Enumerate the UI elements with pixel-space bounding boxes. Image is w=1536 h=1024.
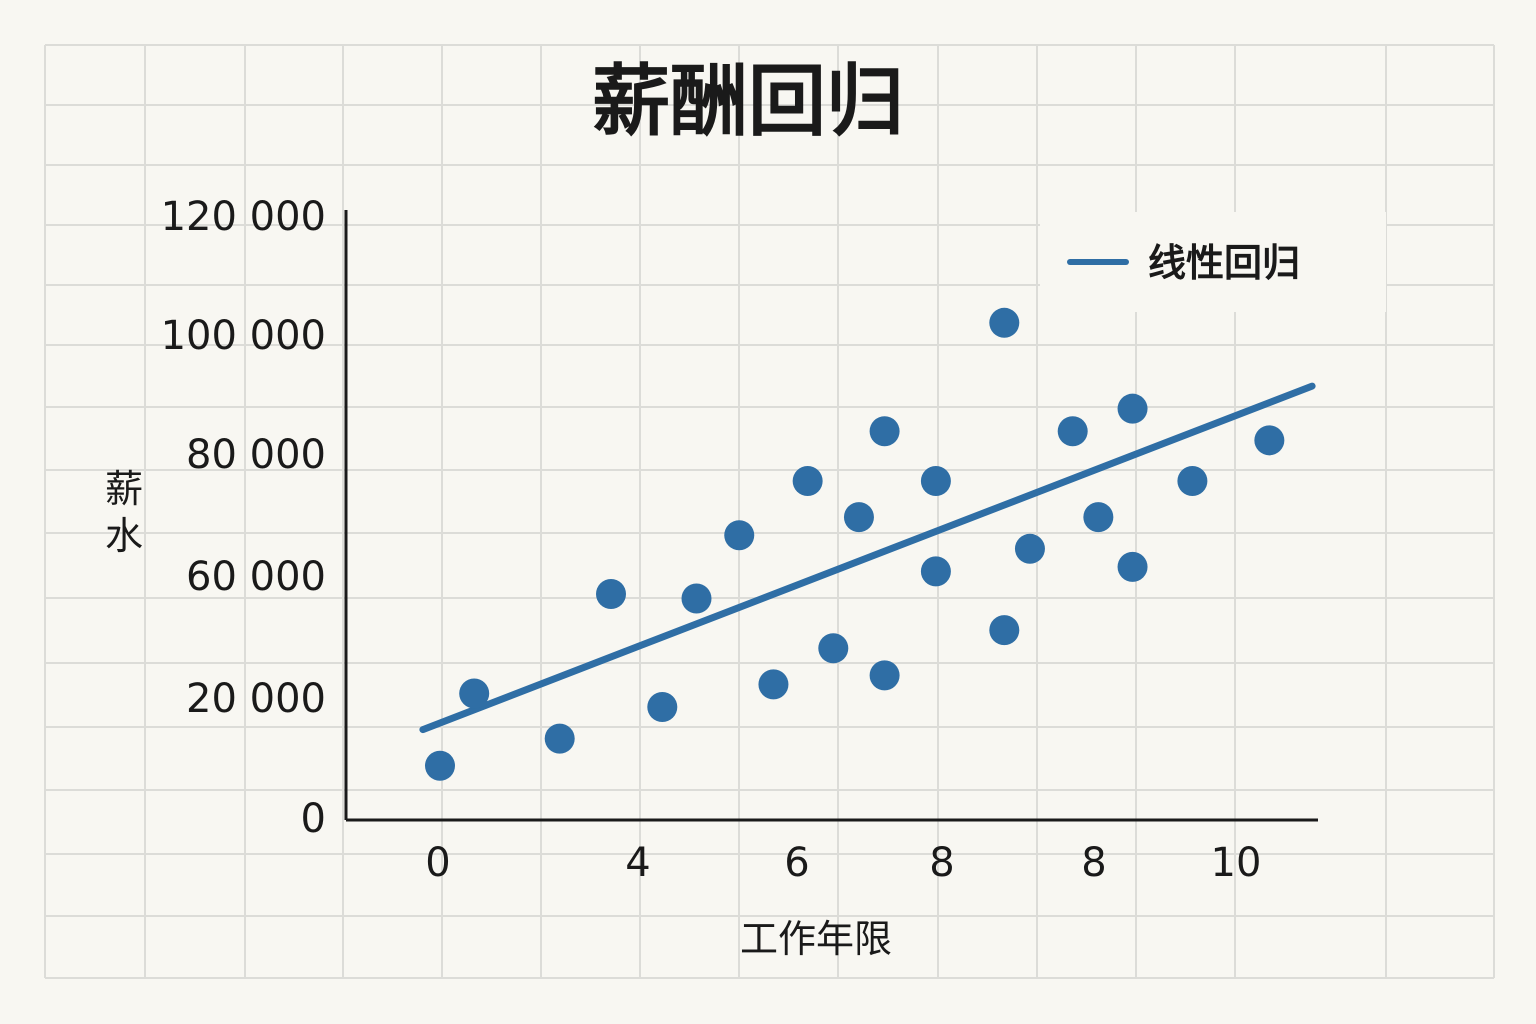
y-axis-label-char-2: 水 <box>105 514 143 558</box>
legend: 线性回归 <box>1040 212 1386 312</box>
data-point-19 <box>1083 502 1114 533</box>
data-point-22 <box>1177 466 1208 496</box>
y-axis-label-char-1: 薪 <box>105 467 143 511</box>
x-tick-label-5: 10 <box>1211 840 1262 886</box>
y-tick-label-5: 120 000 <box>161 194 326 240</box>
data-point-10 <box>843 502 874 533</box>
x-tick-label-4: 8 <box>1081 840 1106 886</box>
chart-title: 薪酬回归 <box>592 57 904 147</box>
data-point-9 <box>818 633 849 664</box>
data-point-17 <box>1014 533 1045 564</box>
data-point-4 <box>647 692 678 722</box>
data-point-13 <box>920 556 951 587</box>
data-point-2 <box>544 723 575 754</box>
x-tick-labels: 0 4 6 8 8 10 <box>425 840 1261 886</box>
data-point-21 <box>1117 551 1148 582</box>
data-point-8 <box>792 466 823 496</box>
data-point-0 <box>425 750 455 781</box>
x-axis-label: 工作年限 <box>740 917 892 961</box>
y-tick-label-1: 20 000 <box>186 676 326 722</box>
x-tick-label-3: 8 <box>929 840 954 886</box>
data-point-14 <box>920 466 951 496</box>
data-point-11 <box>869 660 900 691</box>
data-point-18 <box>1057 416 1088 447</box>
data-point-1 <box>459 678 490 709</box>
data-point-20 <box>1117 393 1148 424</box>
data-point-5 <box>681 583 712 614</box>
y-tick-label-3: 80 000 <box>186 432 326 478</box>
grid-lines <box>44 44 1495 979</box>
data-point-16 <box>989 615 1020 646</box>
legend-label: 线性回归 <box>1148 241 1300 285</box>
y-tick-label-0: 0 <box>301 796 326 842</box>
data-point-7 <box>758 669 789 700</box>
data-point-3 <box>596 579 626 609</box>
data-point-23 <box>1254 425 1285 456</box>
x-tick-label-2: 6 <box>784 840 809 886</box>
data-point-6 <box>724 520 755 551</box>
x-tick-label-0: 0 <box>425 840 450 886</box>
data-point-15 <box>989 307 1020 338</box>
y-tick-labels: 0 20 000 60 000 80 000 100 000 120 000 <box>161 194 326 842</box>
x-tick-label-1: 4 <box>625 840 650 886</box>
y-tick-label-4: 100 000 <box>161 313 326 359</box>
data-points <box>425 307 1285 781</box>
data-point-12 <box>869 416 900 447</box>
y-tick-label-2: 60 000 <box>186 554 326 600</box>
regression-line <box>419 382 1316 734</box>
